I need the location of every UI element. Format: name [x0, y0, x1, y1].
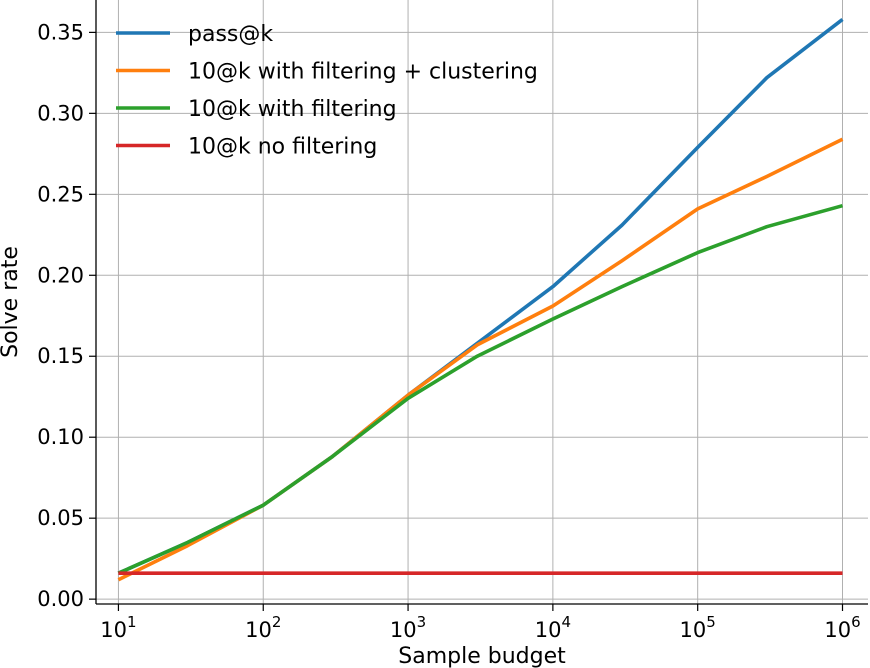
y-tick-label: 0.10: [37, 425, 84, 449]
y-tick-label: 0.35: [37, 20, 84, 44]
y-tick-labels: 0.00 0.05 0.10 0.15 0.20 0.25 0.30 0.35: [37, 20, 84, 611]
series-line: [117, 203, 843, 575]
legend-item: 10@k with filtering: [116, 97, 397, 122]
legend-label: pass@k: [188, 22, 273, 47]
series-line: [117, 137, 844, 582]
x-tick-base: 10: [824, 618, 851, 642]
series-lines: [117, 17, 844, 582]
legend-item: 10@k no filtering: [116, 135, 377, 160]
x-axis-label: Sample budget: [398, 644, 566, 668]
y-tick-label: 0.30: [37, 101, 84, 125]
y-tick-label: 0.00: [37, 587, 84, 611]
x-tick-exponent: 5: [706, 613, 716, 631]
x-tick-exponent: 3: [417, 613, 427, 631]
x-tick-exponent: 2: [272, 613, 282, 631]
x-tick-labels: 101 102 103 104 105 106: [100, 613, 860, 642]
grid: [96, 0, 868, 604]
y-tick-label: 0.15: [37, 344, 84, 368]
x-tick-base: 10: [390, 618, 417, 642]
x-tick-label: 104: [535, 613, 571, 642]
legend-label: 10@k with filtering + clustering: [188, 60, 538, 85]
legend-item: 10@k with filtering + clustering: [116, 60, 538, 85]
y-tick-label: 0.20: [37, 263, 84, 287]
y-axis-label: Solve rate: [0, 246, 23, 358]
axes: [89, 0, 868, 611]
legend-label: 10@k with filtering: [188, 97, 397, 122]
x-tick-label: 106: [824, 613, 860, 642]
x-tick-base: 10: [535, 618, 562, 642]
x-tick-label: 102: [245, 613, 281, 642]
x-tick-label: 105: [680, 613, 716, 642]
x-tick-base: 10: [245, 618, 272, 642]
x-tick-exponent: 4: [561, 613, 571, 631]
x-tick-exponent: 6: [851, 613, 861, 631]
x-tick-label: 101: [100, 613, 136, 642]
y-tick-label: 0.05: [37, 506, 84, 530]
y-tick-label: 0.25: [37, 182, 84, 206]
x-tick-exponent: 1: [127, 613, 137, 631]
legend-item: pass@k: [116, 22, 273, 47]
x-tick-label: 103: [390, 613, 426, 642]
legend-label: 10@k no filtering: [188, 135, 377, 160]
x-tick-base: 10: [680, 618, 707, 642]
x-tick-base: 10: [100, 618, 127, 642]
legend: pass@k 10@k with filtering + clustering 10…: [116, 22, 538, 160]
